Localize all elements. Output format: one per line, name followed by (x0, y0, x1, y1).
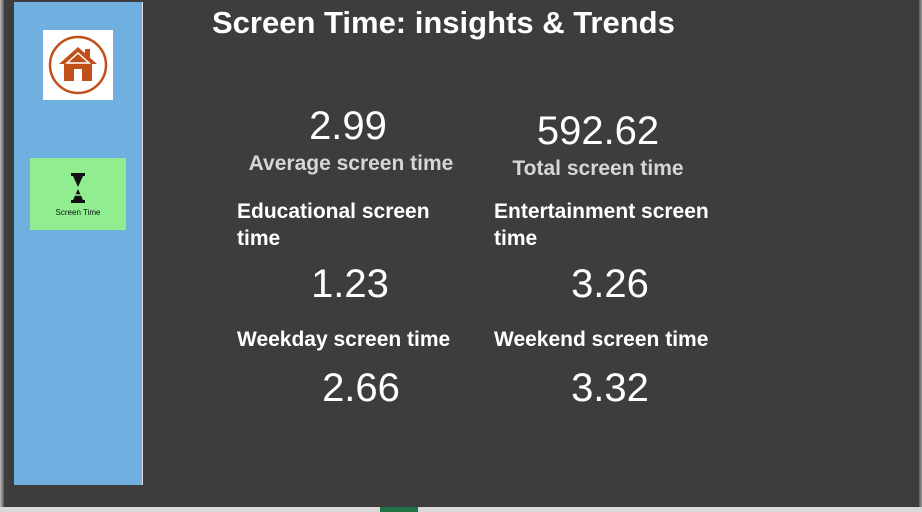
entertainment-screen-time-value: 3.26 (571, 262, 649, 306)
sheet-tab-bar (0, 507, 922, 512)
screen-time-button[interactable]: Screen Time (30, 158, 126, 230)
average-screen-time-label: Average screen time (248, 152, 454, 175)
home-button[interactable] (43, 30, 113, 100)
active-sheet-tab[interactable] (380, 507, 418, 512)
home-icon (48, 35, 108, 95)
average-screen-time-value: 2.99 (309, 104, 387, 148)
weekend-screen-time-value: 3.32 (571, 366, 649, 410)
page-title: Screen Time: insights & Trends (212, 5, 675, 40)
entertainment-screen-time-label: Entertainment screen time (494, 200, 709, 250)
weekday-screen-time-label: Weekday screen time (237, 328, 451, 351)
window-left-edge (0, 0, 4, 512)
hourglass-icon (71, 173, 85, 203)
educational-screen-time-value: 1.23 (311, 262, 389, 306)
screen-time-button-label: Screen Time (55, 208, 101, 217)
total-screen-time-label: Total screen time (512, 157, 684, 180)
weekday-screen-time-value: 2.66 (322, 366, 400, 410)
window-right-edge (919, 0, 922, 512)
educational-screen-time-label: Educational screen time (237, 200, 430, 250)
total-screen-time-value: 592.62 (536, 109, 660, 153)
weekend-screen-time-label: Weekend screen time (494, 328, 709, 351)
sidebar: Screen Time (14, 2, 143, 485)
